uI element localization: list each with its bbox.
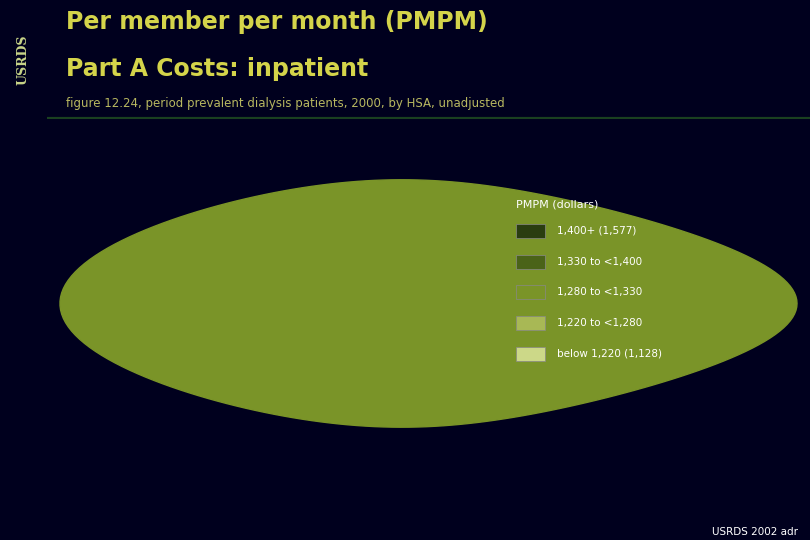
Text: 1,330 to <1,400: 1,330 to <1,400 bbox=[557, 256, 642, 267]
Text: Part A Costs: inpatient: Part A Costs: inpatient bbox=[66, 57, 369, 81]
Bar bbox=[516, 347, 545, 361]
Text: PMPM (dollars): PMPM (dollars) bbox=[516, 199, 599, 209]
Bar bbox=[516, 316, 545, 330]
Polygon shape bbox=[60, 180, 797, 427]
Text: USRDS 2002 adr: USRDS 2002 adr bbox=[712, 527, 798, 537]
Text: 1,220 to <1,280: 1,220 to <1,280 bbox=[557, 318, 642, 328]
Bar bbox=[516, 255, 545, 268]
Bar bbox=[516, 286, 545, 299]
Text: Per member per month (PMPM): Per member per month (PMPM) bbox=[66, 10, 488, 33]
Text: 1,280 to <1,330: 1,280 to <1,330 bbox=[557, 287, 642, 298]
Text: 1,400+ (1,577): 1,400+ (1,577) bbox=[557, 226, 637, 236]
Bar bbox=[516, 224, 545, 238]
Text: USRDS: USRDS bbox=[17, 34, 30, 85]
Text: figure 12.24, period prevalent dialysis patients, 2000, by HSA, unadjusted: figure 12.24, period prevalent dialysis … bbox=[66, 98, 505, 111]
Text: below 1,220 (1,128): below 1,220 (1,128) bbox=[557, 349, 663, 359]
